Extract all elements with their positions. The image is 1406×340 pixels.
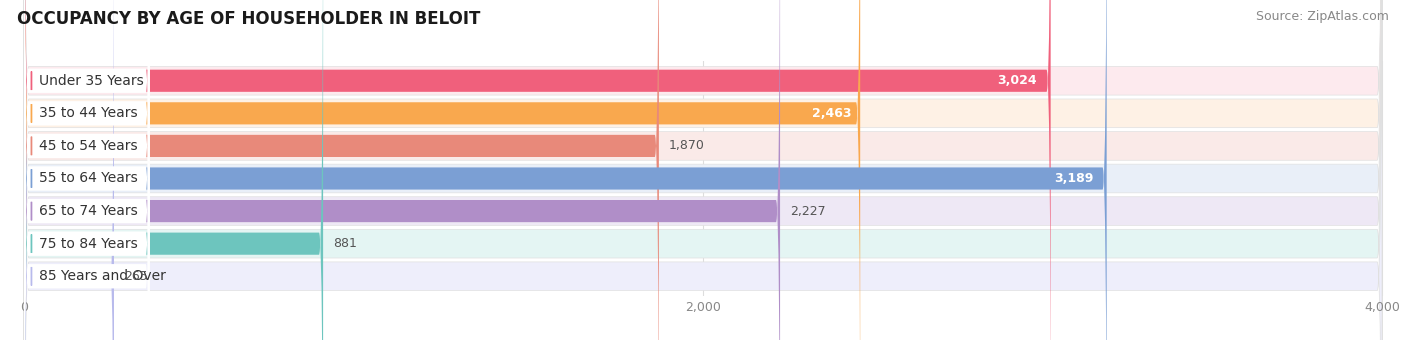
FancyBboxPatch shape — [24, 0, 1382, 340]
FancyBboxPatch shape — [24, 0, 323, 340]
FancyBboxPatch shape — [24, 0, 149, 340]
FancyBboxPatch shape — [24, 0, 1382, 340]
Text: 2,227: 2,227 — [790, 205, 825, 218]
Text: 265: 265 — [124, 270, 148, 283]
FancyBboxPatch shape — [24, 0, 1382, 340]
Text: OCCUPANCY BY AGE OF HOUSEHOLDER IN BELOIT: OCCUPANCY BY AGE OF HOUSEHOLDER IN BELOI… — [17, 10, 481, 28]
Text: 1,870: 1,870 — [669, 139, 704, 152]
Text: 65 to 74 Years: 65 to 74 Years — [39, 204, 138, 218]
Text: 881: 881 — [333, 237, 357, 250]
Text: 85 Years and Over: 85 Years and Over — [39, 269, 166, 283]
FancyBboxPatch shape — [24, 0, 1050, 340]
FancyBboxPatch shape — [24, 0, 1382, 340]
Text: 45 to 54 Years: 45 to 54 Years — [39, 139, 138, 153]
Text: 35 to 44 Years: 35 to 44 Years — [39, 106, 138, 120]
FancyBboxPatch shape — [24, 0, 149, 340]
FancyBboxPatch shape — [24, 0, 1107, 340]
FancyBboxPatch shape — [24, 0, 149, 340]
FancyBboxPatch shape — [24, 0, 659, 340]
Text: 3,189: 3,189 — [1053, 172, 1092, 185]
FancyBboxPatch shape — [24, 0, 149, 340]
Text: 3,024: 3,024 — [997, 74, 1038, 87]
Text: 2,463: 2,463 — [813, 107, 852, 120]
Text: 75 to 84 Years: 75 to 84 Years — [39, 237, 138, 251]
FancyBboxPatch shape — [24, 0, 149, 340]
FancyBboxPatch shape — [24, 0, 1382, 340]
FancyBboxPatch shape — [24, 0, 780, 340]
FancyBboxPatch shape — [24, 0, 114, 340]
Text: 55 to 64 Years: 55 to 64 Years — [39, 171, 138, 186]
FancyBboxPatch shape — [24, 0, 149, 340]
Text: Source: ZipAtlas.com: Source: ZipAtlas.com — [1256, 10, 1389, 23]
FancyBboxPatch shape — [24, 0, 1382, 340]
FancyBboxPatch shape — [24, 0, 149, 340]
FancyBboxPatch shape — [24, 0, 1382, 340]
FancyBboxPatch shape — [24, 0, 860, 340]
Text: Under 35 Years: Under 35 Years — [39, 74, 143, 88]
